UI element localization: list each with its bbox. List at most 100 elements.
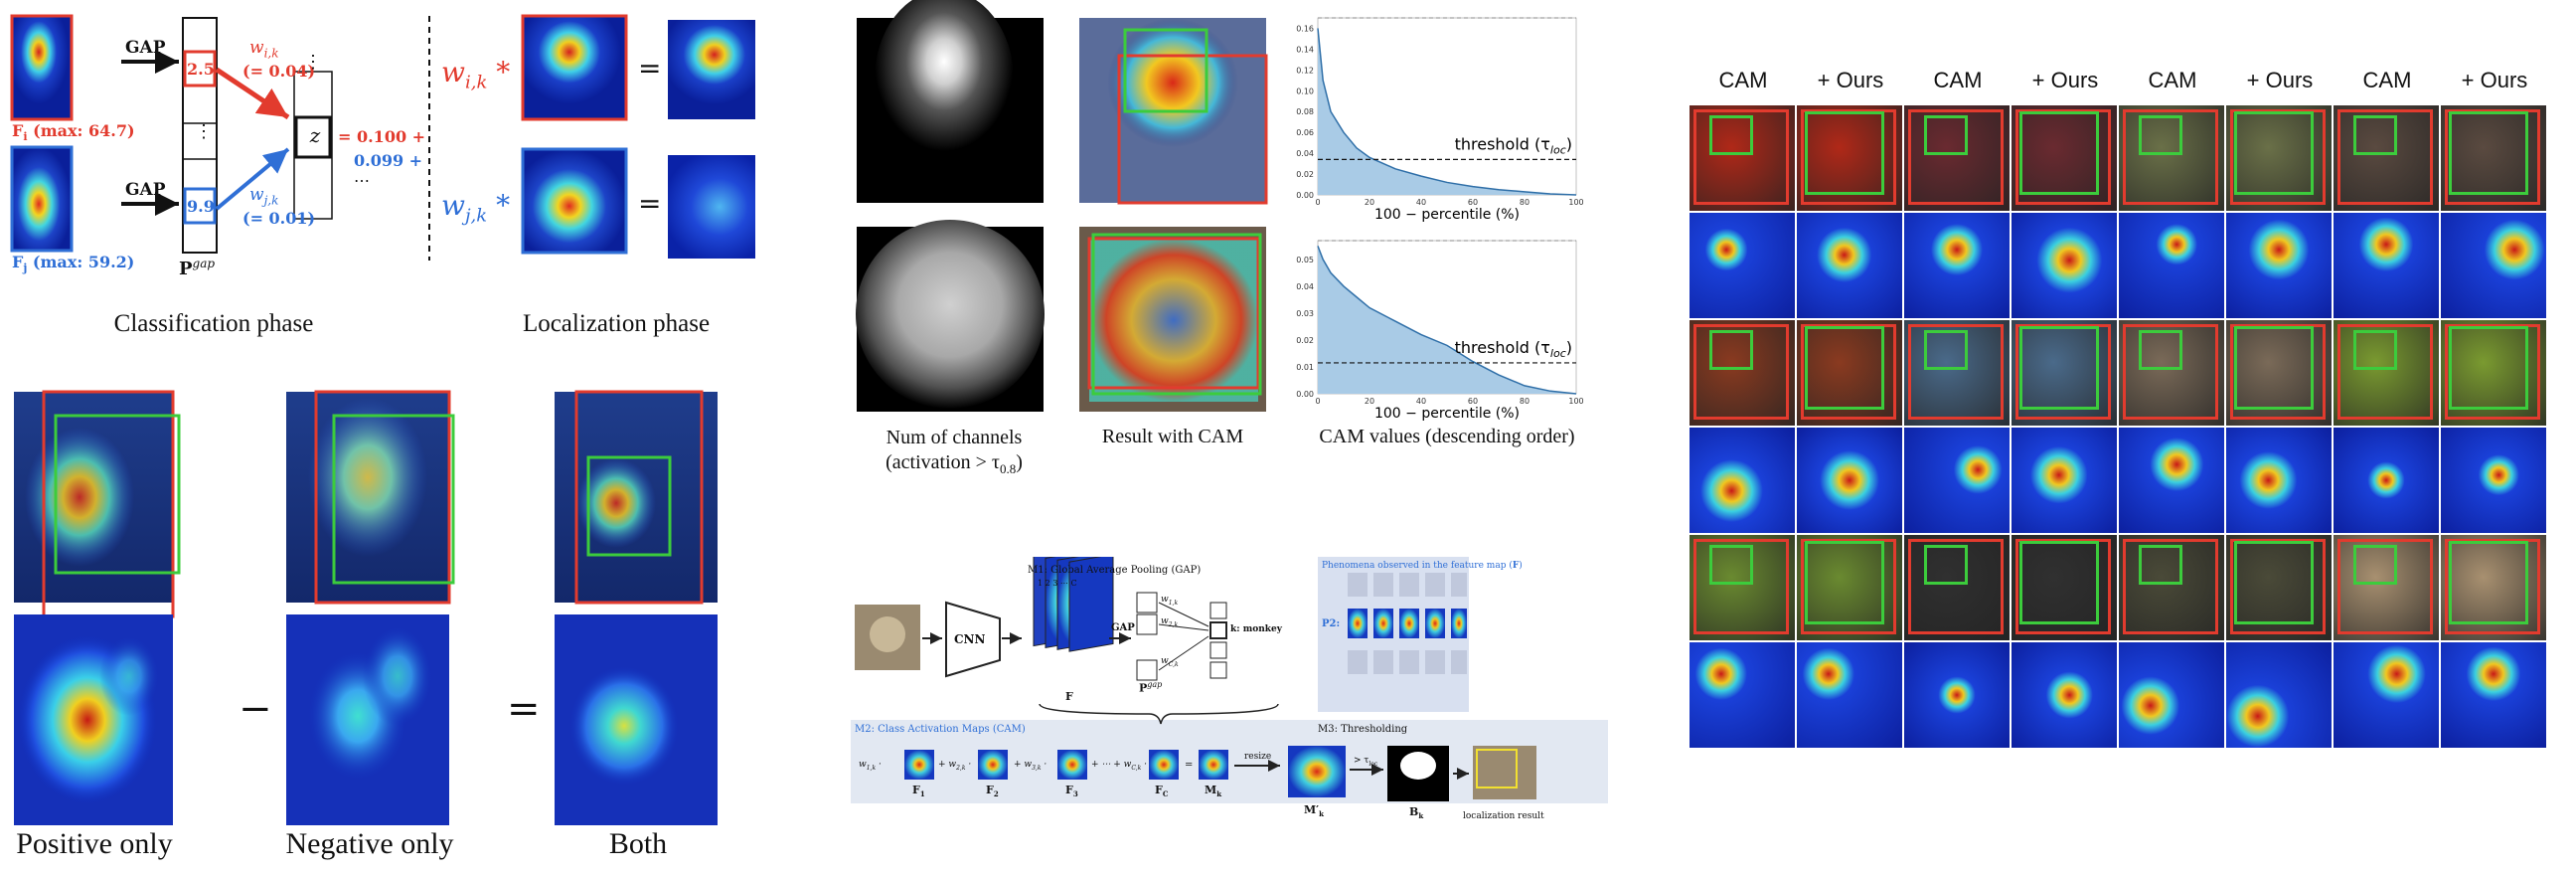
grid-heatmap-cell — [2012, 642, 2117, 748]
pgap-label: Pgap — [1139, 680, 1163, 695]
ground-truth-box — [2230, 109, 2326, 205]
prediction-box — [1924, 115, 1968, 155]
prediction-box — [2234, 541, 2314, 624]
num-channels-caption: Num of channels (activation > τ0.8) — [886, 427, 1023, 476]
ground-truth-box — [2015, 539, 2111, 634]
chart-0-ytick: 0.16 — [1296, 24, 1314, 33]
z-label: z — [309, 123, 321, 147]
prediction-box — [1805, 326, 1884, 410]
positive-only-caption: Positive only — [16, 827, 173, 860]
grid-column-header: + Ours — [2031, 68, 2099, 92]
gap-label-2: GAP — [125, 180, 166, 200]
mk-prime-label: M′k — [1304, 803, 1324, 819]
ground-truth-box — [1801, 324, 1896, 420]
chart-1-xtick: 0 — [1315, 397, 1320, 406]
panel-cam-values: 0.00 0.02 0.04 0.06 0.08 0.10 0.12 0.14 0.16 0 20 4… — [845, 0, 1640, 517]
ground-truth-box — [1908, 324, 2004, 420]
p2-grid — [1348, 573, 1467, 674]
prediction-box — [2449, 111, 2528, 195]
chart-1-ytick: 0.04 — [1296, 282, 1314, 291]
grid-photo-cell — [1690, 320, 1795, 426]
grid-photo-cell — [2441, 105, 2546, 211]
ground-truth-box — [1693, 324, 1789, 420]
grid-photo-cell — [1690, 535, 1795, 640]
loc-map-fi — [523, 16, 626, 119]
prediction-box — [1924, 545, 1968, 585]
chart-1-xtick: 60 — [1468, 397, 1478, 406]
grid-heatmap-cell — [2334, 213, 2439, 318]
weight-jk-label: wj,k — [249, 185, 279, 208]
chart-0-threshold-label: threshold (τloc) — [1455, 134, 1572, 156]
ground-truth-box — [2123, 324, 2218, 420]
equals-sign: = — [507, 686, 541, 732]
prediction-box — [1709, 330, 1753, 370]
grid-photo-cell — [2012, 320, 2117, 426]
chart-1-ytick: 0.03 — [1296, 309, 1314, 318]
gt-tau-label: > τloc — [1354, 756, 1378, 768]
grid-heatmap-cell — [2334, 428, 2439, 533]
w1k-label: w1,k — [1161, 595, 1179, 607]
gap-value-1: 2.5 — [187, 60, 215, 79]
prediction-box — [2139, 545, 2182, 585]
ground-truth-box — [1801, 539, 1896, 634]
grid-photo-cell — [2012, 535, 2117, 640]
grid-photo-cell — [2119, 535, 2224, 640]
chart-0-ytick: 0.12 — [1296, 66, 1314, 75]
grid-column-header: CAM — [2148, 68, 2197, 92]
m2-wck: + ⋯ + wC,k · — [1091, 760, 1148, 772]
grid-photo-cell — [2119, 320, 2224, 426]
grid-heatmap-cell — [2441, 428, 2546, 533]
grid-photo-cell — [1904, 535, 2010, 640]
m3-title: M3: Thresholding — [1318, 724, 1408, 735]
chart-0-ytick: 0.10 — [1296, 87, 1314, 95]
weight-ik-value: (= 0.04) — [242, 62, 316, 81]
grid-heatmap-cell — [1904, 428, 2010, 533]
chart-0-xtick: 100 — [1568, 198, 1583, 207]
prediction-box — [2449, 541, 2528, 624]
wck-label: wC,k — [1161, 656, 1179, 668]
loc-weight-j: wj,k * — [441, 189, 511, 227]
chart-0-xtick: 60 — [1468, 198, 1478, 207]
ground-truth-box — [2123, 539, 2218, 634]
prediction-box — [1805, 111, 1884, 195]
prediction-box — [2234, 326, 2314, 410]
loc-map-fj — [523, 149, 626, 253]
prediction-box — [2353, 330, 2397, 370]
ground-truth-box — [1908, 539, 2004, 634]
m2-map-mk — [1199, 750, 1228, 780]
grid-column-header: + Ours — [1817, 68, 1884, 92]
chart-0-ytick: 0.08 — [1296, 107, 1314, 116]
m2-map-3 — [1057, 750, 1087, 780]
grid-photo-cell — [1904, 320, 2010, 426]
grid-heatmap-cell — [2441, 642, 2546, 748]
chart-1-xtick: 100 — [1568, 397, 1583, 406]
grid-heatmap-cell — [1690, 642, 1795, 748]
grid-photo-cell — [2334, 320, 2439, 426]
localization-phase-caption: Localization phase — [522, 310, 711, 337]
chart-0-area — [1318, 28, 1576, 196]
negative-only-caption: Negative only — [285, 827, 454, 860]
prediction-box — [2234, 111, 2314, 195]
w2k-label: w2,k — [1161, 616, 1179, 628]
prediction-box — [1924, 330, 1968, 370]
equation-line-3: ⋯ — [354, 171, 370, 190]
grid-heatmap-cell — [2012, 428, 2117, 533]
grid-heatmap-cell — [1690, 213, 1795, 318]
chart-0-ytick: 0.00 — [1296, 191, 1314, 200]
chart-1-ytick: 0.00 — [1296, 390, 1314, 399]
localization-result-image — [1473, 746, 1536, 799]
chart-1-line — [1317, 246, 1577, 395]
ground-truth-box — [2445, 324, 2540, 420]
p2-label: P2: — [1322, 618, 1341, 629]
chart-1-xlabel: 100 − percentile (%) — [1374, 406, 1520, 422]
ground-truth-box — [2445, 109, 2540, 205]
ground-truth-box — [2337, 324, 2433, 420]
loc-result-i — [668, 20, 755, 119]
grid-column-header: CAM — [1933, 68, 1983, 92]
chart-0-xtick: 80 — [1520, 198, 1530, 207]
grid-heatmap-cell — [2012, 213, 2117, 318]
grid-photo-cell — [1797, 535, 1902, 640]
fc-label: FC — [1155, 784, 1169, 799]
grid-photo-cell — [1797, 320, 1902, 426]
loc-result-j — [668, 155, 755, 259]
